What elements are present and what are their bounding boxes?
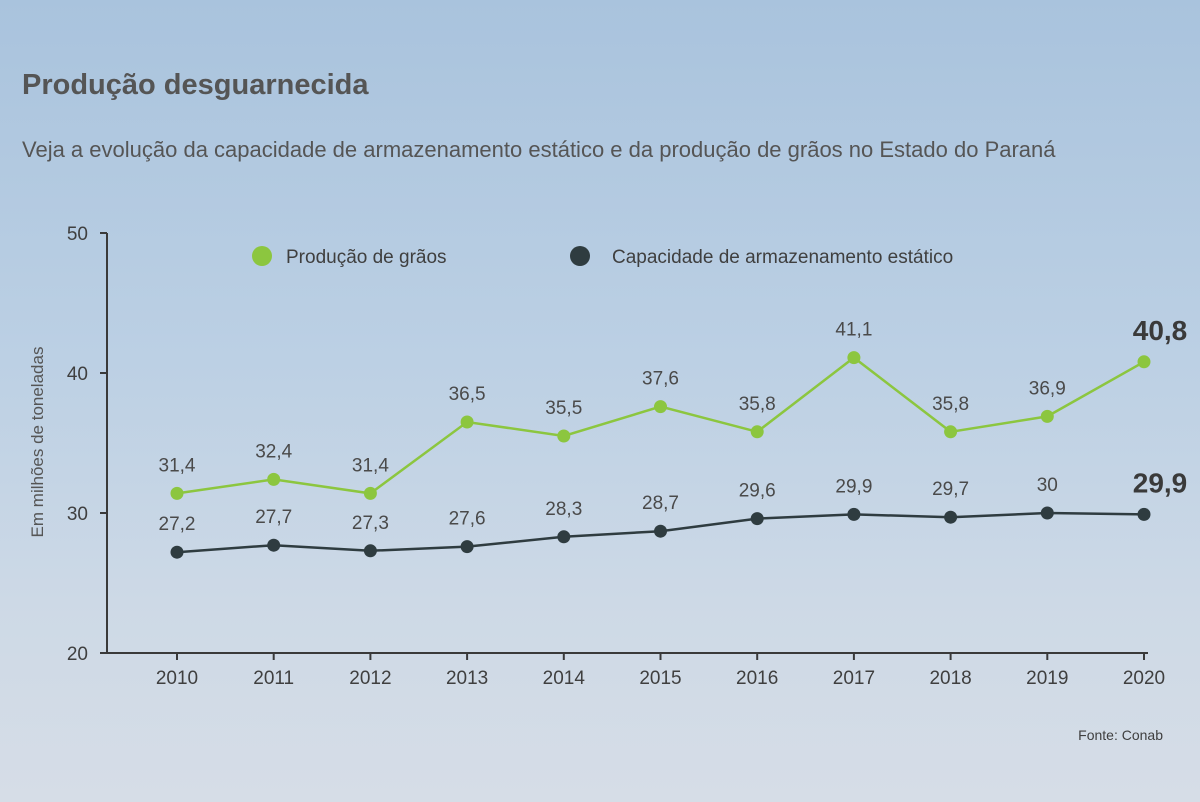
- data-label: 32,4: [255, 441, 292, 462]
- data-label: 27,2: [159, 514, 196, 535]
- data-label: 27,7: [255, 507, 292, 528]
- x-tick-label: 2010: [156, 668, 198, 689]
- data-point: [267, 538, 281, 552]
- data-point: [460, 415, 474, 429]
- x-tick-label: 2015: [639, 668, 681, 689]
- data-label: 28,3: [545, 499, 582, 520]
- x-tick-label: 2020: [1123, 668, 1165, 689]
- chart-title: Produção desguarnecida: [22, 69, 369, 101]
- plot-area: 20 30 40 50 2010 2011 2012 2013 2014 2015 2016 2017…: [67, 224, 1187, 689]
- x-tick-label: 2019: [1026, 668, 1068, 689]
- x-tick-label: 2016: [736, 668, 778, 689]
- data-point: [557, 429, 571, 443]
- data-point: [750, 512, 764, 526]
- data-label: 29,9: [1133, 467, 1188, 498]
- data-label: 29,7: [932, 479, 969, 500]
- data-point: [847, 507, 861, 521]
- source-note: Fonte: Conab: [1078, 727, 1163, 743]
- y-tick-label: 20: [67, 644, 88, 665]
- data-label: 36,9: [1029, 378, 1066, 399]
- legend-marker: [252, 246, 272, 266]
- data-point: [363, 544, 377, 558]
- data-label: 35,5: [545, 398, 582, 419]
- data-label: 31,4: [159, 455, 196, 476]
- data-point: [944, 425, 958, 439]
- data-point: [654, 400, 667, 414]
- data-point: [170, 545, 184, 559]
- data-label: 29,6: [739, 481, 776, 502]
- data-point: [1137, 355, 1151, 369]
- data-point: [1137, 507, 1151, 521]
- legend-entry: Capacidade de armazenamento estático: [612, 247, 953, 268]
- data-point: [363, 486, 377, 500]
- data-label: 31,4: [352, 455, 389, 476]
- data-point: [460, 540, 474, 554]
- y-tick-label: 40: [67, 364, 88, 385]
- data-label: 27,6: [449, 509, 486, 530]
- data-point: [944, 510, 958, 524]
- x-tick-label: 2011: [253, 668, 294, 689]
- data-label: 36,5: [449, 384, 486, 405]
- legend-marker: [570, 246, 590, 266]
- y-axis-label: Em milhões de toneladas: [28, 347, 47, 538]
- data-point: [557, 530, 571, 544]
- data-label: 40,8: [1133, 315, 1188, 346]
- data-point: [750, 425, 764, 439]
- legend-entry: Produção de grãos: [286, 247, 447, 268]
- y-tick-label: 50: [67, 224, 88, 245]
- data-label: 27,3: [352, 513, 389, 534]
- data-label: 41,1: [835, 320, 872, 341]
- data-point: [847, 351, 861, 365]
- data-point: [654, 524, 667, 538]
- data-label: 37,6: [642, 369, 679, 390]
- data-label: 35,8: [932, 394, 969, 415]
- data-point: [267, 472, 281, 486]
- y-tick-label: 30: [67, 504, 88, 525]
- data-point: [170, 486, 184, 500]
- x-tick-label: 2014: [543, 668, 586, 689]
- x-tick-label: 2017: [833, 668, 875, 689]
- x-tick-label: 2018: [929, 668, 971, 689]
- data-label: 30: [1037, 475, 1058, 496]
- data-label: 35,8: [739, 394, 776, 415]
- data-point: [1040, 506, 1054, 520]
- chart-subtitle: Veja a evolução da capacidade de armazen…: [22, 137, 1056, 162]
- x-tick-label: 2013: [446, 668, 488, 689]
- data-label: 28,7: [642, 493, 679, 514]
- x-tick-label: 2012: [349, 668, 391, 689]
- data-point: [1040, 409, 1054, 423]
- data-label: 29,9: [835, 476, 872, 497]
